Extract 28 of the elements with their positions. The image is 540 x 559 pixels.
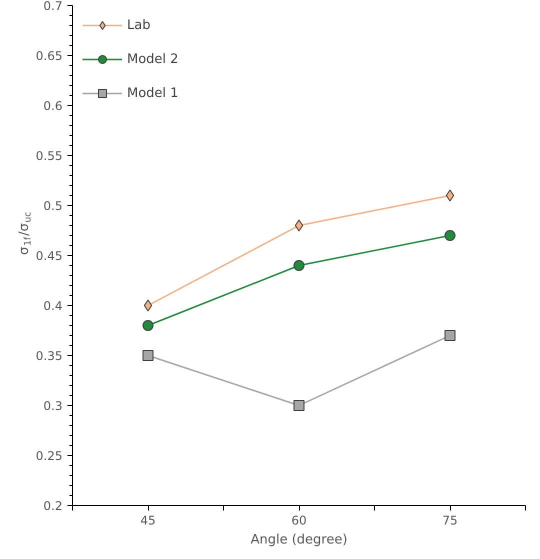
- x-tick-label: 45: [140, 514, 156, 528]
- y-tick-label: 0.6: [43, 99, 63, 113]
- point: [142, 320, 154, 331]
- point: [444, 330, 456, 341]
- y-tick-label: 0.5: [43, 199, 63, 213]
- point: [444, 230, 456, 241]
- y-tick-label: 0.35: [36, 349, 62, 363]
- x-tick-label: 60: [291, 514, 307, 528]
- point: [446, 190, 454, 202]
- y-tick-label: 0.45: [36, 249, 62, 263]
- point: [144, 300, 152, 312]
- x-axis-title: Angle (degree): [250, 532, 348, 548]
- point: [294, 260, 304, 271]
- y-tick-label: 0.7: [43, 0, 63, 13]
- y-tick-label: 0.2: [43, 499, 63, 513]
- y-tick-label: 0.55: [36, 149, 62, 163]
- x-tick-label: 75: [442, 514, 458, 528]
- point: [294, 400, 304, 411]
- y-tick-label: 0.65: [36, 49, 62, 63]
- y-tick-label: 0.4: [43, 299, 63, 313]
- legend-label: Lab: [127, 18, 150, 32]
- legend-label: Model 2: [127, 52, 178, 66]
- point: [142, 350, 154, 361]
- y-tick-label: 0.3: [43, 399, 63, 413]
- y-axis-title: σ1f/σuc: [17, 212, 34, 256]
- y-tick-label: 0.25: [36, 449, 62, 463]
- point: [294, 220, 304, 232]
- legend-label: Model 1: [127, 86, 178, 100]
